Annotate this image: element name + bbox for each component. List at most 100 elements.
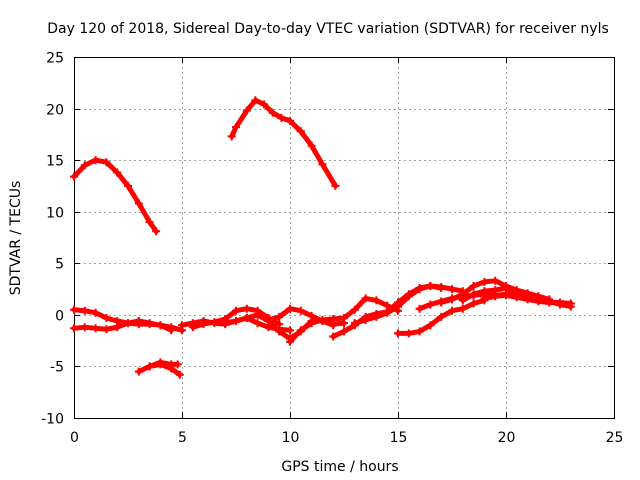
- data-point: [491, 292, 500, 301]
- data-point: [372, 312, 381, 321]
- data-point: [415, 304, 424, 313]
- data-point: [242, 106, 251, 115]
- data-point: [523, 295, 532, 304]
- series-arc-10: [264, 304, 348, 329]
- data-point: [566, 299, 575, 308]
- data-point: [102, 314, 111, 322]
- x-tick-label: 0: [70, 430, 79, 446]
- data-point: [70, 324, 78, 333]
- data-point: [331, 181, 340, 190]
- data-point: [242, 314, 251, 322]
- data-point: [210, 318, 219, 327]
- data-point: [134, 367, 143, 376]
- y-tick-label: 0: [55, 309, 64, 325]
- data-point: [458, 296, 467, 305]
- data-point: [469, 290, 478, 299]
- series-arc-8: [188, 304, 284, 332]
- data-point: [175, 370, 184, 379]
- y-tick-label: 15: [46, 154, 64, 170]
- series-arc-1: [70, 156, 161, 236]
- data-point: [113, 323, 122, 332]
- x-tick-label: 15: [390, 430, 408, 446]
- data-point: [264, 316, 273, 324]
- data-point: [458, 304, 467, 313]
- y-axis-label: SDTVAR / TECUs: [8, 181, 24, 296]
- data-point: [361, 294, 370, 303]
- data-point: [260, 100, 269, 109]
- data-point: [102, 325, 111, 334]
- x-tick-label: 20: [498, 430, 516, 446]
- data-point: [361, 316, 370, 324]
- series-arc-13: [350, 282, 467, 328]
- x-tick-label: 5: [178, 430, 187, 446]
- data-point: [167, 326, 176, 335]
- x-axis-label: GPS time / hours: [281, 459, 398, 475]
- data-point: [232, 306, 240, 315]
- data-point: [502, 291, 510, 300]
- data-point: [70, 305, 78, 314]
- series-arc-6: [70, 317, 176, 335]
- series-line: [71, 318, 174, 333]
- data-point: [383, 308, 392, 317]
- data-point: [232, 123, 240, 132]
- data-point: [70, 172, 78, 181]
- data-point: [534, 297, 543, 306]
- data-point: [91, 156, 100, 165]
- data-point: [448, 285, 456, 294]
- data-point: [156, 321, 165, 330]
- series-line: [229, 97, 338, 189]
- data-point: [275, 320, 284, 329]
- data-point: [448, 295, 456, 304]
- chart-title: Day 120 of 2018, Sidereal Day-to-day VTE…: [47, 21, 609, 37]
- series-line: [71, 157, 159, 234]
- y-tick-label: 20: [46, 103, 64, 119]
- axis-ticks: 0 5 10 15 20 25 -10 -5 0 5 10 15 20 25: [41, 51, 623, 447]
- x-tick-label: 10: [282, 430, 300, 446]
- series-arc-11: [286, 294, 402, 346]
- y-tick-label: 25: [46, 51, 64, 67]
- data-point: [480, 277, 489, 286]
- data-point: [469, 299, 478, 308]
- data-point: [145, 218, 154, 226]
- y-tick-label: -10: [41, 412, 64, 428]
- data-point: [253, 310, 262, 319]
- data-point: [318, 316, 327, 324]
- data-point: [286, 337, 294, 346]
- data-point: [286, 326, 294, 335]
- data-point: [350, 305, 359, 314]
- data-point: [437, 298, 446, 307]
- data-point: [491, 276, 500, 285]
- data-point: [480, 294, 489, 303]
- data-point: [469, 282, 478, 290]
- data-point: [167, 364, 176, 373]
- data-point: [394, 329, 402, 338]
- data-point: [268, 108, 277, 117]
- data-series: [70, 96, 575, 379]
- data-point: [426, 300, 435, 309]
- data-point: [426, 321, 435, 330]
- data-point: [124, 181, 132, 190]
- series-line: [147, 361, 183, 378]
- data-point: [318, 160, 327, 169]
- data-point: [199, 320, 208, 329]
- data-point: [426, 282, 435, 290]
- data-point: [152, 227, 161, 236]
- data-point: [307, 141, 316, 150]
- data-point: [275, 327, 284, 336]
- data-point: [251, 96, 260, 105]
- series-arc-2: [227, 96, 340, 190]
- data-point: [124, 319, 132, 328]
- data-point: [480, 287, 489, 296]
- data-point: [178, 321, 186, 330]
- data-point: [329, 315, 338, 323]
- data-point: [134, 199, 143, 208]
- y-tick-label: 5: [55, 257, 64, 273]
- data-point: [134, 317, 143, 325]
- data-point: [340, 314, 348, 322]
- data-point: [307, 311, 316, 320]
- data-point: [404, 292, 413, 301]
- data-point: [277, 113, 286, 122]
- data-point: [156, 360, 165, 369]
- data-point: [286, 116, 294, 125]
